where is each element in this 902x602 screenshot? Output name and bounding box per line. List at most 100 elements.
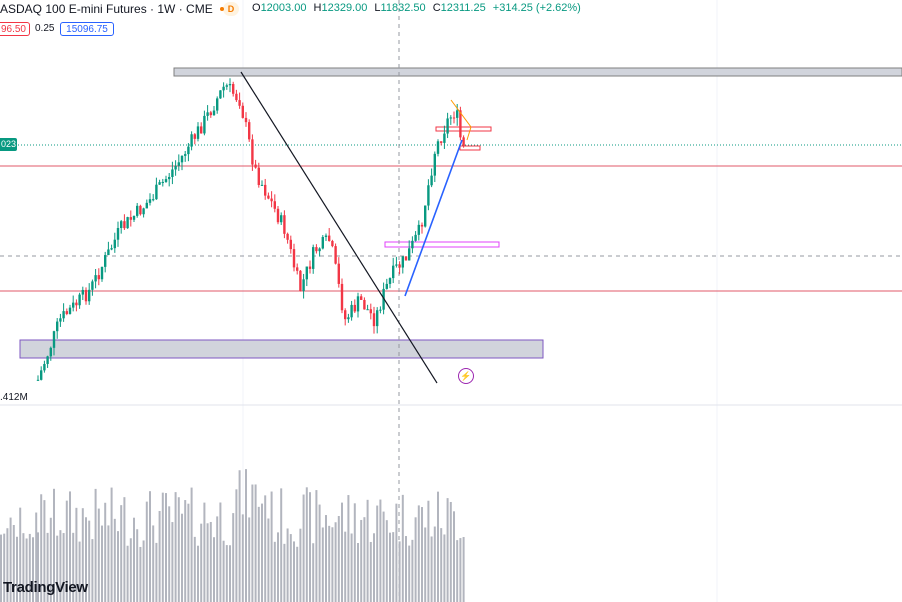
- volume-bar: [40, 494, 43, 602]
- support-zone: [19, 339, 544, 359]
- close-label: C: [432, 2, 441, 14]
- volume-bar: [401, 494, 404, 602]
- volume-bar: [203, 502, 206, 602]
- candle-body: [369, 309, 372, 314]
- candle-body: [116, 228, 120, 240]
- volume-bar: [456, 540, 459, 602]
- candle-body: [420, 224, 424, 227]
- trend-lines[interactable]: [240, 71, 472, 384]
- volume-bar: [168, 506, 171, 602]
- candle-body: [328, 235, 331, 241]
- volume-bar: [69, 491, 71, 602]
- candle-body: [136, 205, 139, 216]
- volume-bar: [363, 517, 366, 602]
- volume-bar: [273, 541, 276, 602]
- ohlc-legend: O12003.00 H12329.00 L11832.50 C12311.25 …: [252, 2, 581, 14]
- volume-bar: [19, 507, 22, 602]
- candle-body: [225, 85, 228, 87]
- volume-bar: [43, 500, 46, 602]
- candle-body: [360, 296, 363, 300]
- candle-body: [209, 112, 212, 116]
- symbol-title[interactable]: ASDAQ 100 E-mini Futures · 1W · CME: [0, 2, 213, 16]
- candle-body: [296, 267, 299, 271]
- volume-bar: [392, 532, 395, 602]
- volume-bar: [53, 488, 55, 602]
- volume-bar: [129, 538, 132, 602]
- volume-bar: [309, 492, 311, 602]
- candle-body: [452, 117, 456, 119]
- candle-body: [251, 139, 254, 165]
- volume-bar: [286, 528, 289, 602]
- volume-bar: [142, 540, 145, 602]
- volume-bar: [174, 492, 177, 602]
- volume-bar: [385, 520, 388, 602]
- volume-bars: [0, 469, 465, 602]
- volume-bar: [81, 508, 84, 602]
- volume-bar: [165, 493, 167, 602]
- candle-body: [404, 256, 408, 261]
- volume-bar: [120, 505, 123, 602]
- candle-body: [270, 198, 273, 202]
- volume-bar: [206, 523, 209, 602]
- candle-body: [446, 118, 449, 134]
- small-zone-red-top: [435, 126, 492, 132]
- open-value: 12003.00: [260, 2, 307, 14]
- candle-body: [174, 165, 177, 170]
- candle-body: [456, 110, 459, 118]
- candle-body: [232, 84, 235, 94]
- candle-body: [84, 289, 88, 302]
- tradingview-logo[interactable]: TradingView: [3, 579, 88, 596]
- candle-body: [340, 283, 344, 311]
- candle-body: [308, 266, 312, 269]
- candle-body: [126, 217, 129, 229]
- volume-bar: [373, 533, 375, 602]
- candle-body: [123, 221, 126, 229]
- volume-bar: [181, 513, 183, 602]
- volume-bar: [209, 521, 212, 602]
- volume-bar: [270, 491, 273, 602]
- candle-body: [68, 307, 72, 314]
- candle-body: [164, 179, 168, 182]
- volume-bar: [395, 503, 398, 602]
- volume-bar: [341, 502, 343, 602]
- candle-body: [193, 134, 196, 139]
- volume-bar: [408, 545, 411, 602]
- lightning-alert-icon[interactable]: ⚡: [458, 368, 474, 384]
- volume-bar: [59, 530, 62, 602]
- candle-body: [196, 126, 200, 139]
- candle-body: [62, 311, 65, 319]
- buy-button[interactable]: 15096.75: [60, 22, 114, 36]
- candle-body: [88, 289, 91, 302]
- volume-bar: [171, 522, 174, 602]
- volume-bar: [427, 500, 430, 602]
- candle-body: [81, 289, 84, 295]
- volume-bar: [91, 539, 94, 602]
- volume-bar: [389, 532, 391, 602]
- volume-bar: [334, 522, 337, 602]
- sell-button[interactable]: 96.50: [0, 22, 30, 36]
- volume-bar: [325, 515, 327, 602]
- volume-bar: [248, 517, 251, 602]
- volume-bar: [155, 542, 158, 602]
- candle-body: [200, 126, 203, 134]
- candle-body: [411, 240, 414, 249]
- volume-bar: [350, 533, 353, 602]
- volume-bar: [417, 505, 420, 602]
- candle-body: [440, 141, 443, 143]
- candle-body: [145, 202, 148, 209]
- price-tag: 023: [0, 138, 17, 151]
- candle-body: [462, 137, 465, 146]
- candle-body: [132, 215, 136, 220]
- candle-body: [273, 201, 276, 209]
- candle-body: [366, 309, 369, 311]
- candle-body: [289, 239, 292, 250]
- volume-bar: [49, 517, 52, 602]
- volume-bar: [46, 532, 49, 602]
- candle-body: [264, 184, 267, 196]
- candle-body: [97, 275, 100, 280]
- volume-bar: [187, 503, 190, 602]
- volume-bar: [299, 528, 302, 602]
- delay-badge[interactable]: D: [220, 2, 239, 16]
